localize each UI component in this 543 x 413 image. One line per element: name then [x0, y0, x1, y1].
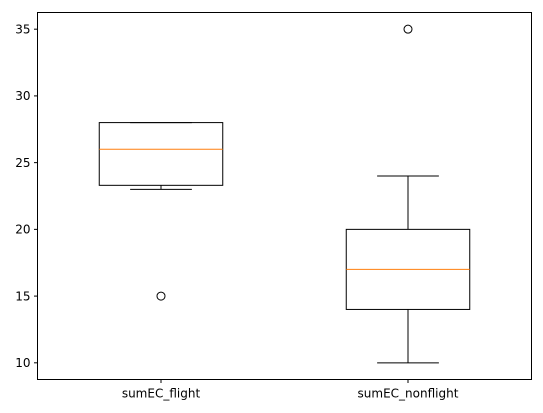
outlier-point: [156, 291, 166, 301]
x-tick-label: sumEC_flight: [122, 387, 201, 401]
y-tick-label: 30: [15, 89, 30, 103]
boxes-layer: [98, 24, 471, 364]
y-axis: 10 15 20 25 30 35: [15, 22, 38, 370]
x-axis: sumEC_flight sumEC_nonflight: [122, 379, 459, 401]
y-tick-label: 10: [15, 356, 30, 370]
y-tick-label: 35: [15, 22, 30, 36]
outlier-point: [403, 24, 413, 34]
x-tick-label: sumEC_nonflight: [358, 387, 459, 401]
box-group: [98, 122, 224, 301]
box-iqr: [98, 122, 224, 186]
y-tick-label: 15: [15, 289, 30, 303]
y-tick-label: 25: [15, 156, 30, 170]
y-tick-label: 20: [15, 223, 30, 237]
box-group: [345, 24, 471, 364]
plot-area-frame: [37, 12, 532, 380]
